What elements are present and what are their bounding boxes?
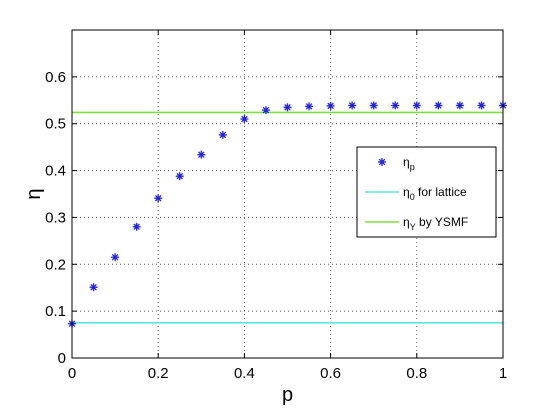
data-point	[412, 101, 421, 110]
y-axis-label: η	[23, 188, 45, 199]
data-point	[283, 103, 292, 112]
data-point	[132, 222, 141, 231]
y-tick-label: 0.3	[45, 209, 66, 226]
y-tick-label: 0	[58, 350, 66, 367]
y-tick-label: 0.5	[45, 116, 66, 133]
data-point	[218, 130, 227, 139]
data-point	[434, 101, 443, 110]
series-layer	[68, 101, 507, 328]
legend-label: ηY by YSMF	[403, 215, 468, 232]
x-tick-label: 1	[499, 365, 507, 382]
y-tick-label: 0.6	[45, 69, 66, 86]
y-tick-label: 0.2	[45, 256, 66, 273]
data-point	[477, 101, 486, 110]
legend-label: η0 for lattice	[403, 185, 467, 202]
y-tick-label: 0.1	[45, 303, 66, 320]
x-tick-label: 0.4	[234, 365, 255, 382]
legend-marker	[378, 158, 386, 166]
data-point	[391, 101, 400, 110]
y-tick-label: 0.4	[45, 163, 66, 180]
plot-frame	[71, 29, 504, 359]
x-tick-label: 0.6	[320, 365, 341, 382]
data-point	[175, 172, 184, 181]
data-point	[111, 253, 120, 262]
data-point	[369, 101, 378, 110]
data-point	[326, 101, 335, 110]
x-tick-label: 0.2	[148, 365, 169, 382]
x-tick-label: 0	[68, 365, 76, 382]
data-point	[455, 101, 464, 110]
data-point	[261, 106, 270, 115]
legend-label: ηp	[403, 155, 415, 172]
ticks: 0 0.2 0.4 0.6 0.8 1 0 0.1 0.2 0.3 0.4 0.5 0.6	[45, 30, 507, 382]
data-point	[348, 101, 357, 110]
legend: ηp η0 for lattice ηY by YSMF	[356, 146, 497, 238]
data-point	[197, 150, 206, 159]
data-point	[240, 115, 249, 124]
data-point	[305, 102, 314, 111]
data-point	[154, 194, 163, 203]
x-axis-label: p	[282, 384, 293, 406]
x-tick-label: 0.8	[406, 365, 427, 382]
data-point	[89, 283, 98, 292]
